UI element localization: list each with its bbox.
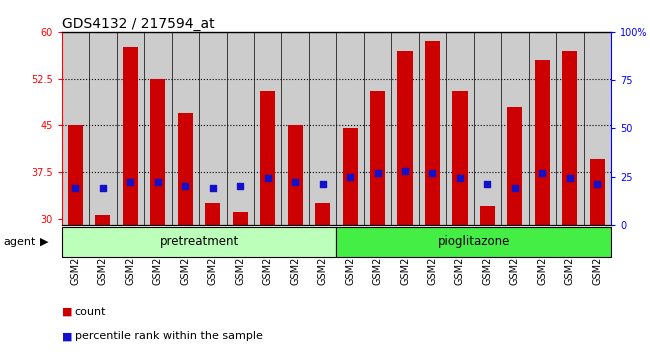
Bar — [398, 51, 413, 225]
Bar — [480, 206, 495, 225]
Point — [400, 168, 410, 173]
Bar — [254, 32, 281, 225]
Bar — [281, 32, 309, 225]
Bar — [584, 32, 611, 225]
Point — [372, 170, 383, 176]
Point — [537, 170, 547, 176]
Point — [565, 176, 575, 181]
Bar — [178, 113, 193, 225]
Text: GDS4132 / 217594_at: GDS4132 / 217594_at — [62, 17, 214, 31]
Bar — [96, 216, 111, 225]
Point — [455, 176, 465, 181]
Bar — [501, 32, 528, 225]
Bar — [337, 227, 611, 257]
Bar — [370, 91, 385, 225]
Bar — [199, 32, 227, 225]
Point — [427, 170, 437, 176]
Bar — [62, 32, 89, 225]
Bar — [144, 32, 172, 225]
Point — [153, 179, 163, 185]
Bar — [233, 212, 248, 225]
Text: ■: ■ — [62, 331, 72, 341]
Bar — [446, 32, 474, 225]
Bar — [309, 32, 337, 225]
Point — [263, 176, 273, 181]
Text: pioglitazone: pioglitazone — [437, 235, 510, 248]
Bar — [364, 32, 391, 225]
Point — [345, 174, 356, 179]
Bar — [68, 125, 83, 225]
Bar — [425, 41, 440, 225]
Bar — [474, 32, 501, 225]
Text: pretreatment: pretreatment — [159, 235, 239, 248]
Bar — [528, 32, 556, 225]
Point — [180, 183, 190, 189]
Bar — [288, 125, 303, 225]
Bar — [556, 32, 584, 225]
Point — [98, 185, 108, 191]
Bar — [89, 32, 117, 225]
Bar — [337, 32, 364, 225]
Point — [592, 182, 603, 187]
Bar — [205, 203, 220, 225]
Point — [235, 183, 246, 189]
Text: percentile rank within the sample: percentile rank within the sample — [75, 331, 263, 341]
Point — [482, 182, 493, 187]
Text: ▶: ▶ — [40, 236, 49, 247]
Bar — [452, 91, 467, 225]
Bar — [590, 159, 605, 225]
Bar — [508, 107, 523, 225]
Point — [317, 182, 328, 187]
Point — [207, 185, 218, 191]
Bar — [260, 91, 275, 225]
Point — [125, 179, 136, 185]
Bar — [227, 32, 254, 225]
Text: agent: agent — [3, 236, 36, 247]
Bar — [535, 60, 550, 225]
Text: ■: ■ — [62, 307, 72, 316]
Bar — [419, 32, 446, 225]
Point — [290, 179, 300, 185]
Bar — [62, 227, 337, 257]
Bar — [391, 32, 419, 225]
Bar — [150, 79, 165, 225]
Bar — [562, 51, 577, 225]
Bar — [315, 203, 330, 225]
Bar — [343, 128, 358, 225]
Bar — [117, 32, 144, 225]
Point — [510, 185, 520, 191]
Text: count: count — [75, 307, 106, 316]
Point — [70, 185, 81, 191]
Bar — [123, 47, 138, 225]
Bar — [172, 32, 199, 225]
